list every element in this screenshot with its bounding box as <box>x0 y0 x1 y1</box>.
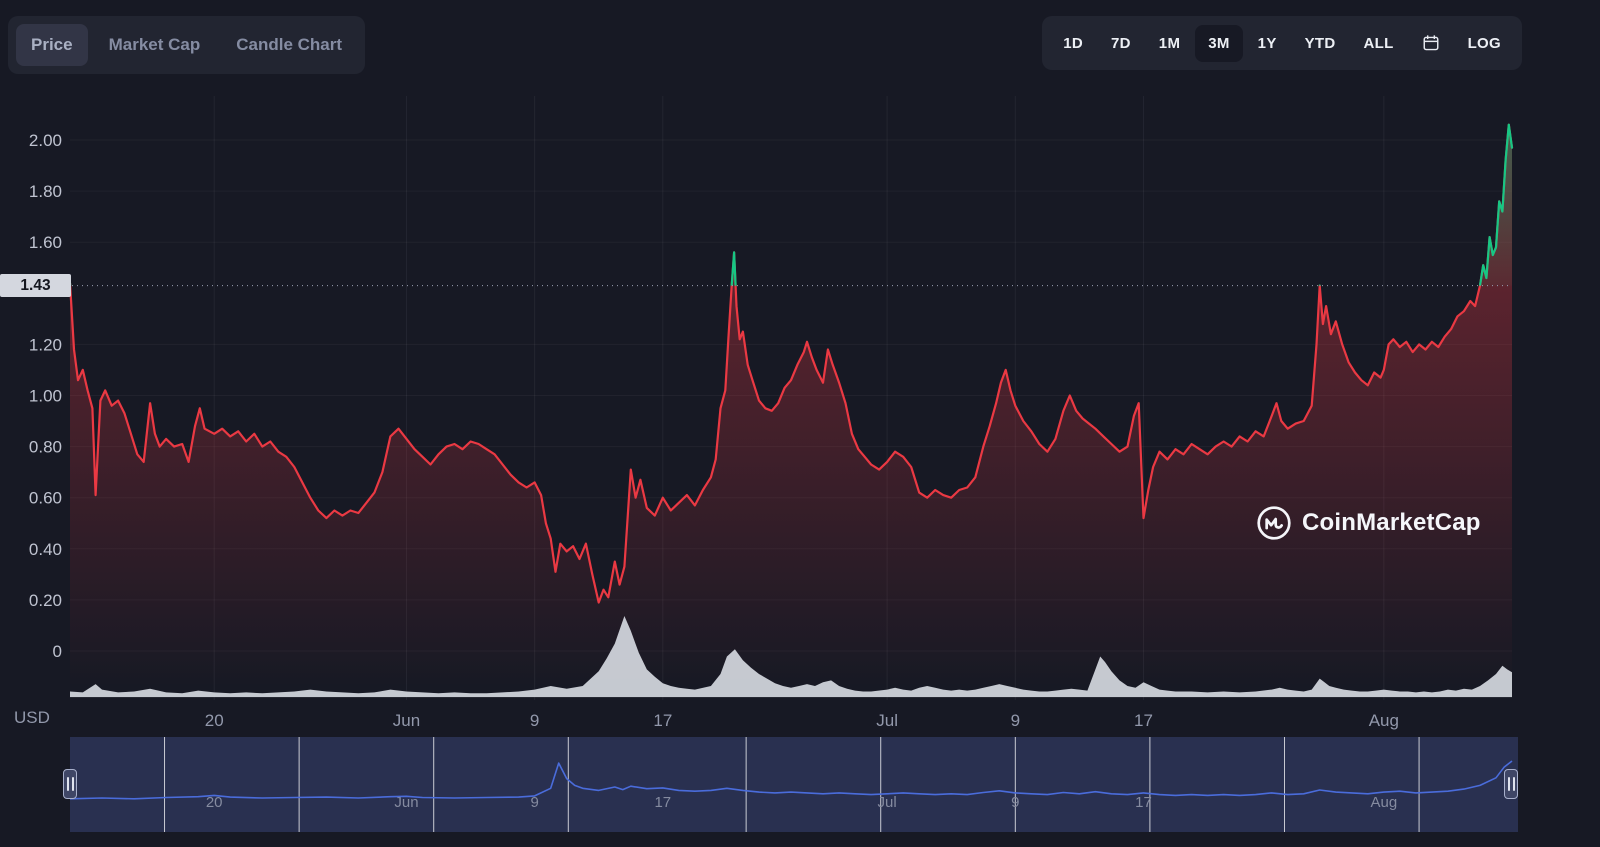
y-axis-tick: 1.60 <box>29 233 62 252</box>
range-1m[interactable]: 1M <box>1146 25 1193 62</box>
x-axis-tick: Aug <box>1369 711 1399 730</box>
range-1y[interactable]: 1Y <box>1245 25 1290 62</box>
navigator-axis-tick: 17 <box>654 794 671 811</box>
x-axis-tick: Jun <box>393 711 420 730</box>
range-3m[interactable]: 3M <box>1195 24 1243 62</box>
navigator-background <box>70 737 1518 832</box>
y-axis-tick: 0.80 <box>29 438 62 457</box>
chart-navigator[interactable]: 20 Jun 9 17 Jul 9 17 Aug <box>0 737 1600 832</box>
y-axis-tick: 0.20 <box>29 591 62 610</box>
coinmarketcap-watermark: CoinMarketCap <box>1256 505 1481 541</box>
y-axis-tick: 0.40 <box>29 540 62 559</box>
y-axis-tick: 0 <box>53 642 62 661</box>
coinmarketcap-logo-icon <box>1257 506 1291 540</box>
x-axis-tick: 9 <box>1011 711 1020 730</box>
chart-type-tabs: Price Market Cap Candle Chart <box>8 16 366 74</box>
navigator-line <box>69 760 1513 800</box>
x-axis-tick: Jul <box>876 711 898 730</box>
range-ytd[interactable]: YTD <box>1292 25 1349 62</box>
y-axis-tick: 2.00 <box>29 131 62 150</box>
currency-axis-label: USD <box>14 708 50 727</box>
range-all[interactable]: ALL <box>1351 25 1407 62</box>
x-axis-tick: 9 <box>530 711 539 730</box>
current-price-tag: 1.43 <box>0 274 71 298</box>
navigator-left-handle[interactable] <box>63 769 77 799</box>
y-axis-tick: 0.60 <box>29 489 62 508</box>
navigator-axis-tick: 17 <box>1135 794 1152 811</box>
navigator-axis-tick: 9 <box>530 794 538 811</box>
range-1d[interactable]: 1D <box>1050 25 1096 62</box>
navigator-axis-tick: Aug <box>1370 794 1397 811</box>
navigator-axis-tick: 9 <box>1011 794 1019 811</box>
price-line <box>68 123 1514 604</box>
navigator-axis-tick: Jul <box>878 794 897 811</box>
navigator-right-handle[interactable] <box>1504 769 1518 799</box>
range-7d[interactable]: 7D <box>1098 25 1144 62</box>
y-axis-tick: 1.00 <box>29 387 62 406</box>
navigator-axis-tick: 20 <box>206 794 223 811</box>
tab-price[interactable]: Price <box>16 24 88 66</box>
y-axis-tick: 1.80 <box>29 182 62 201</box>
navigator-canvas[interactable]: 20 Jun 9 17 Jul 9 17 Aug <box>0 737 1600 832</box>
calendar-icon <box>1423 35 1439 51</box>
tab-market-cap[interactable]: Market Cap <box>94 24 216 66</box>
x-axis-tick: 20 <box>205 711 224 730</box>
x-axis-tick: 17 <box>1134 711 1153 730</box>
y-axis-tick: 1.20 <box>29 335 62 354</box>
price-chart-canvas[interactable]: 2.00 1.80 1.60 1.20 1.00 0.80 0.60 0.40 0.20 0 20 J… <box>0 0 1600 736</box>
x-axis-tick: 17 <box>653 711 672 730</box>
watermark-text: CoinMarketCap <box>1302 509 1481 536</box>
log-scale-toggle[interactable]: LOG <box>1455 25 1514 62</box>
price-area-fill <box>70 124 1512 697</box>
chart-toolbar: Price Market Cap Candle Chart 1D 7D 1M 3… <box>8 16 1522 74</box>
navigator-axis-tick: Jun <box>394 794 418 811</box>
range-selector: 1D 7D 1M 3M 1Y YTD ALL LOG <box>1042 16 1522 70</box>
tab-candle-chart[interactable]: Candle Chart <box>221 24 357 66</box>
calendar-button[interactable] <box>1409 24 1453 62</box>
